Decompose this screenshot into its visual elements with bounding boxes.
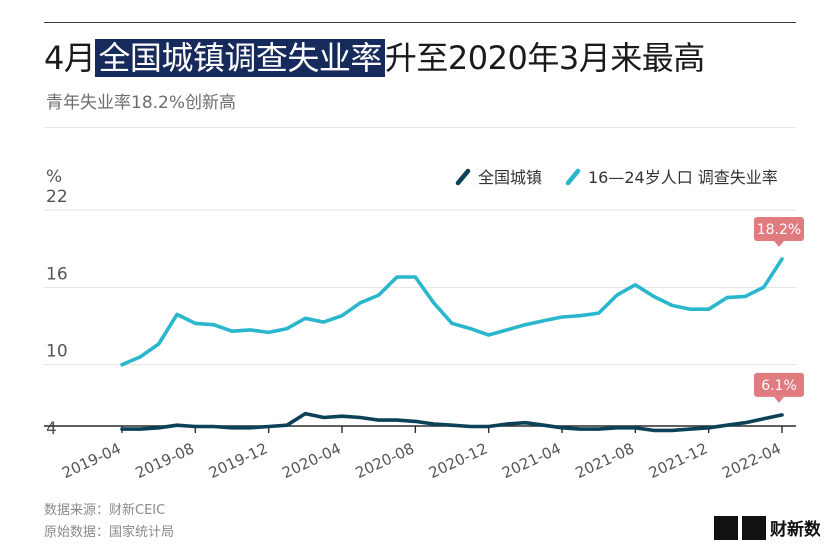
subtitle-rule [44,127,796,128]
series-layer [120,257,784,433]
end-label: 18.2% [757,222,801,238]
y-tick-label: 16 [46,264,68,284]
x-tick-label: 2021-04 [499,439,563,482]
logo-text: 财新数据 [769,519,820,540]
series-line-1 [120,257,784,367]
end-label: 6.1% [761,378,797,394]
title-highlight: 全国城镇调查失业率 [95,39,385,77]
logo-block [714,516,738,540]
x-tick-label: 2021-12 [646,439,710,482]
y-unit-label: % [46,167,62,187]
original-data-line: 原始数据：国家统计局 [44,525,175,540]
top-rule [44,22,796,23]
chart-title: 4月全国城镇调查失业率升至2020年3月来最高 [44,36,705,80]
brand-logo: 财新数据 [714,516,820,540]
grid-layer [44,209,796,366]
legend-swatch [455,168,471,186]
source-line: 数据来源：财新CEIC [44,503,166,518]
x-tick-label: 2021-08 [573,439,637,482]
title-suffix: 升至2020年3月来最高 [384,39,705,77]
y-tick-label: 22 [46,187,68,207]
chart-subtitle: 青年失业率18.2%创新高 [46,93,237,113]
x-tick-label: 2019-12 [206,439,270,482]
x-tick-label: 2019-04 [59,439,123,482]
end-label-box [754,216,804,241]
legend-swatch [565,168,581,186]
end-label-pointer [774,396,784,403]
legend-label: 全国城镇 [478,168,542,187]
label-layer: 6.1% 18.2% [754,216,804,403]
x-tick-label: 2022-04 [719,439,783,482]
x-tick-label: 2020-04 [279,439,343,482]
legend-label: 16—24岁人口 调查失业率 [588,168,778,187]
logo-block [742,516,766,540]
end-label-box [754,372,804,397]
x-tick-label: 2020-12 [426,439,490,482]
title-prefix: 4月 [44,39,96,77]
y-tick-label: 10 [46,342,68,362]
x-tick-label: 2019-08 [133,439,197,482]
y-tick-label: 4 [46,419,57,439]
x-tick-label: 2020-08 [353,439,417,482]
source-note: 数据来源：财新CEIC 原始数据：国家统计局 [44,500,174,544]
end-label-pointer [774,240,784,247]
legend: 全国城镇 16—24岁人口 调查失业率 [455,168,778,187]
series-line-0 [120,411,784,433]
